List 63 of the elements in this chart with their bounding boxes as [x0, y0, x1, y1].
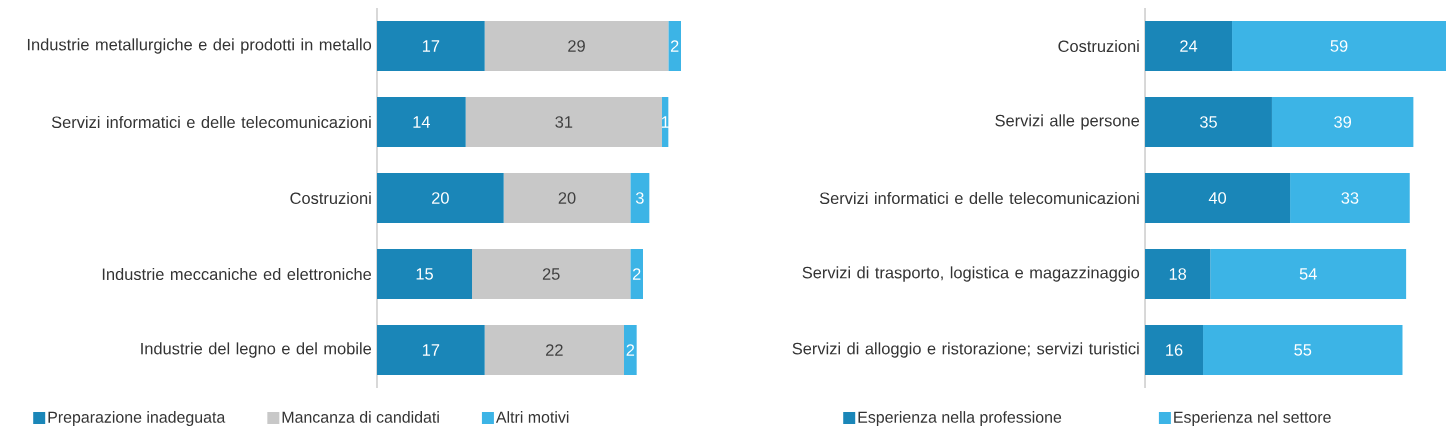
data-label: 24 — [1180, 40, 1198, 52]
legend-label: Esperienza nel settore — [1174, 411, 1331, 426]
legend-label: Esperienza nella professione — [858, 411, 1062, 426]
data-label: 31 — [555, 116, 573, 128]
data-label: 2 — [626, 344, 635, 356]
y-tick-label: Servizi alle persone — [995, 114, 1140, 130]
data-label: 40 — [1208, 192, 1227, 204]
data-label: 29 — [568, 40, 585, 52]
data-label: 59 — [1330, 40, 1348, 52]
data-label: 20 — [558, 192, 576, 204]
bar — [1145, 97, 1272, 147]
data-label: 3 — [635, 192, 644, 204]
data-label: 33 — [1341, 192, 1359, 204]
data-label: 17 — [422, 344, 440, 356]
bar — [1145, 249, 1211, 299]
data-label: 16 — [1166, 344, 1183, 356]
y-tick-label: Servizi informatici e delle telecomunicazioni — [51, 115, 371, 129]
bar — [1145, 173, 1291, 223]
bar — [484, 325, 625, 375]
bar — [668, 21, 682, 71]
y-tick-label: Industrie meccaniche ed elettroniche — [102, 267, 372, 281]
legend-label: Mancanza di candidati — [282, 411, 439, 423]
bar — [484, 21, 669, 71]
bar — [1145, 325, 1204, 375]
y-tick-label: Costruzioni — [290, 191, 371, 205]
bar — [377, 21, 485, 71]
data-label: 20 — [432, 192, 449, 204]
y-tick-label: Servizi informatici e delle telecomunicazioni — [819, 191, 1139, 205]
data-label: 35 — [1199, 116, 1217, 128]
data-label: 15 — [416, 268, 433, 280]
data-label: 22 — [546, 344, 563, 356]
data-label: 14 — [413, 116, 430, 128]
bar — [630, 173, 650, 223]
bar — [472, 249, 631, 299]
data-label: 39 — [1334, 116, 1352, 128]
bar — [630, 249, 644, 299]
bar — [1290, 173, 1410, 223]
bar — [1203, 325, 1403, 375]
y-tick-label: Industrie del legno e del mobile — [141, 342, 372, 358]
data-label: 54 — [1299, 268, 1317, 280]
bar — [377, 97, 466, 147]
bar — [377, 249, 473, 299]
y-tick-label: Servizi di trasporto, logistica e magazzinaggio — [802, 266, 1140, 282]
data-label: 2 — [670, 40, 679, 52]
data-label: 25 — [542, 268, 560, 280]
bar — [1210, 249, 1407, 299]
legend-label: Altri motivi — [495, 411, 569, 423]
bar — [624, 325, 637, 375]
bar — [1145, 21, 1233, 71]
bar — [1232, 21, 1446, 71]
y-tick-label: Industrie metallurgiche e dei prodotti in metallo — [27, 38, 372, 54]
bar — [377, 325, 485, 375]
bar — [1271, 97, 1414, 147]
y-tick-label: Servizi di alloggio e ristorazione; servizi turistici — [792, 342, 1139, 358]
bar — [377, 173, 504, 223]
legend-label: Preparazione inadeguata — [48, 411, 226, 426]
y-tick-label: Costruzioni — [1058, 39, 1139, 53]
data-label: 17 — [422, 40, 440, 52]
bar — [503, 173, 631, 223]
bar — [465, 97, 663, 147]
data-label: 55 — [1294, 344, 1312, 356]
data-label: 2 — [632, 268, 641, 280]
data-label: 18 — [1169, 268, 1187, 280]
